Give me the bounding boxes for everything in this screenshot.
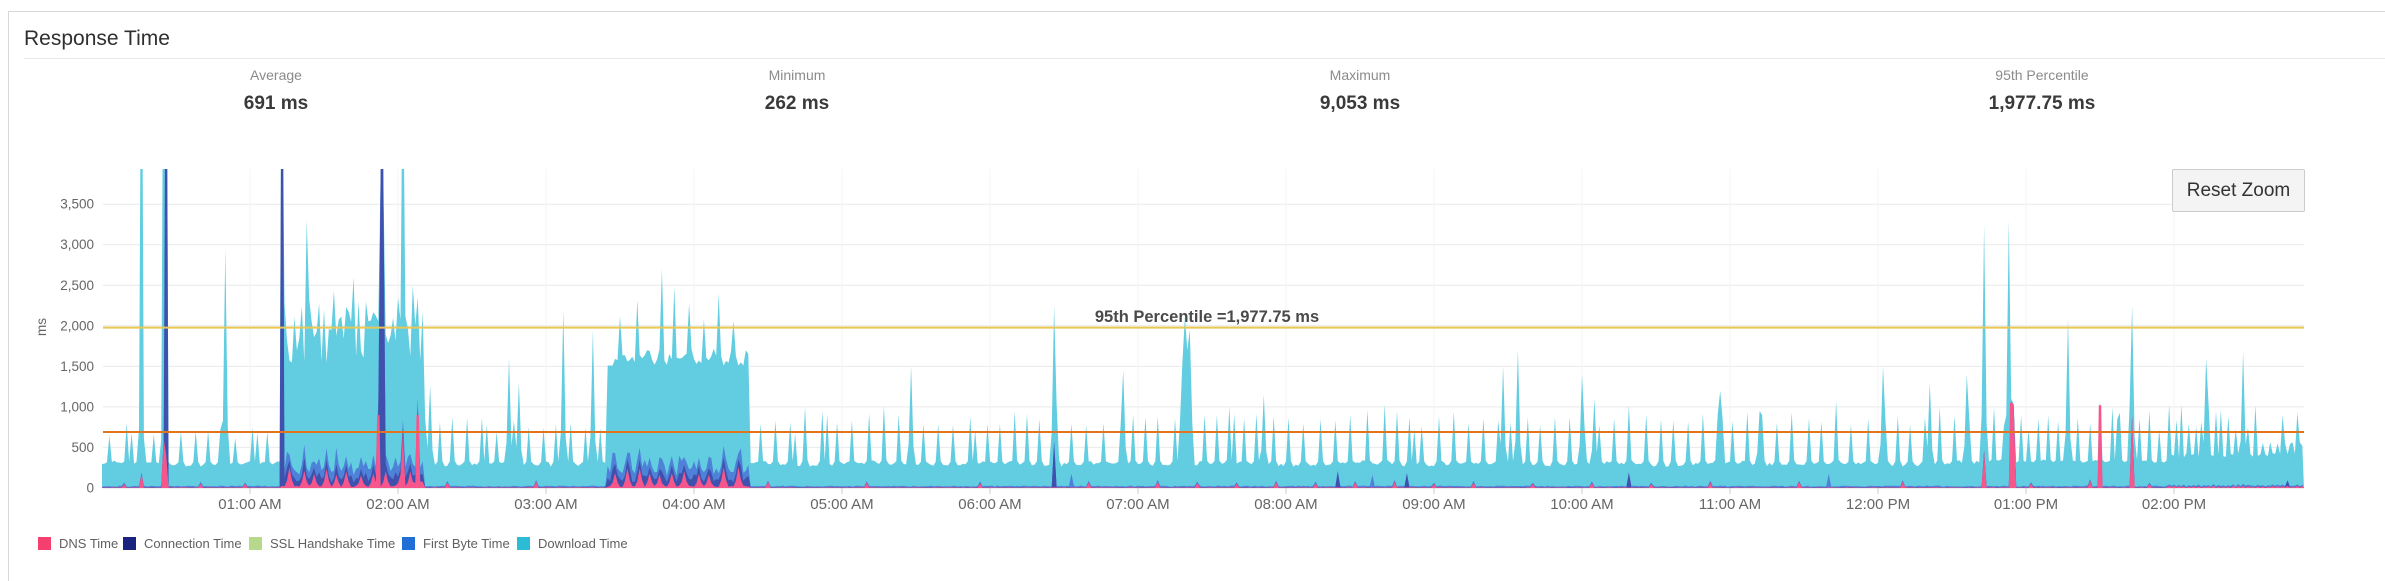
svg-text:04:00 AM: 04:00 AM <box>662 496 725 513</box>
svg-text:2,000: 2,000 <box>60 318 94 333</box>
svg-text:3,500: 3,500 <box>60 197 94 212</box>
svg-text:01:00 PM: 01:00 PM <box>1994 496 2058 513</box>
svg-text:1,500: 1,500 <box>60 359 94 374</box>
svg-text:2,500: 2,500 <box>60 278 94 293</box>
svg-text:02:00 AM: 02:00 AM <box>366 496 429 513</box>
svg-text:02:00 PM: 02:00 PM <box>2142 496 2206 513</box>
svg-text:95th Percentile =1,977.75 ms: 95th Percentile =1,977.75 ms <box>1095 308 1319 326</box>
svg-text:12:00 PM: 12:00 PM <box>1846 496 1910 513</box>
svg-text:05:00 AM: 05:00 AM <box>810 496 873 513</box>
svg-text:500: 500 <box>71 440 94 455</box>
svg-text:3,000: 3,000 <box>60 237 94 252</box>
svg-text:03:00 AM: 03:00 AM <box>514 496 577 513</box>
svg-text:01:00 AM: 01:00 AM <box>218 496 281 513</box>
svg-text:0: 0 <box>86 481 94 496</box>
svg-text:07:00 AM: 07:00 AM <box>1106 496 1169 513</box>
svg-text:1,000: 1,000 <box>60 399 94 414</box>
svg-text:11:00 AM: 11:00 AM <box>1699 496 1761 513</box>
svg-text:10:00 AM: 10:00 AM <box>1550 496 1613 513</box>
svg-text:08:00 AM: 08:00 AM <box>1254 496 1317 513</box>
svg-text:ms: ms <box>34 318 49 336</box>
svg-text:09:00 AM: 09:00 AM <box>1402 496 1465 513</box>
svg-text:06:00 AM: 06:00 AM <box>958 496 1021 513</box>
